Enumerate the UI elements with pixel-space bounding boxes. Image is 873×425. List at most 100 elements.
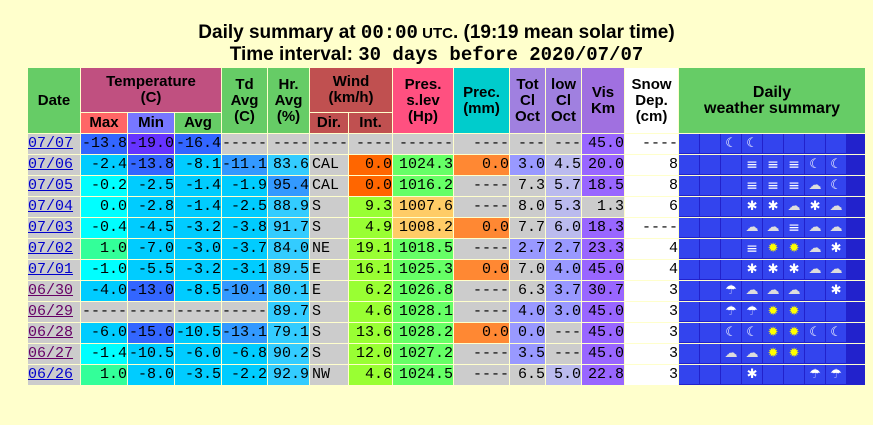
cloud-icon: ☁	[721, 344, 742, 363]
int-cell: 9.3	[349, 197, 393, 217]
header-low-cloud: low Cl Oct	[546, 68, 582, 133]
cloud-icon: ☁	[805, 176, 826, 195]
max-cell: -1.4	[81, 344, 127, 364]
thunder-icon: ☂	[742, 302, 763, 321]
date-link[interactable]: 06/29	[28, 303, 74, 320]
sun-icon: ✹	[784, 323, 805, 342]
date-link[interactable]: 07/01	[28, 261, 74, 278]
date-link[interactable]: 06/28	[28, 324, 74, 341]
td-cell: -----	[222, 302, 268, 322]
date-link[interactable]: 07/07	[28, 135, 74, 152]
date-cell: 06/26	[28, 365, 80, 385]
tot-cell: ---	[510, 134, 546, 154]
td-cell: -----	[222, 134, 268, 154]
empty-slot-icon	[679, 302, 700, 321]
min-cell: -5.5	[128, 260, 174, 280]
snow-cell: 3	[625, 365, 679, 385]
hr-cell: ----	[268, 134, 310, 154]
pres-cell: 1008.2	[393, 218, 454, 238]
moon-icon: ☾	[826, 155, 847, 174]
pres-cell: 1027.2	[393, 344, 454, 364]
pres-cell: 1025.3	[393, 260, 454, 280]
empty-slot-icon	[700, 302, 721, 321]
low-cell: 5.3	[546, 197, 582, 217]
header-visibility: Vis Km	[582, 68, 625, 133]
hr-cell: 95.4	[268, 176, 310, 196]
empty-slot-icon	[805, 344, 826, 363]
cloud-icon: ☁	[805, 239, 826, 258]
prec-cell: ----	[454, 239, 510, 259]
avg-cell: -3.0	[175, 239, 221, 259]
weather-icons-cell: ≡ ≡ ≡ ☾ ☾	[679, 155, 866, 175]
low-cell: ---	[546, 344, 582, 364]
cloud-icon: ☁	[826, 260, 847, 279]
prec-cell: 0.0	[454, 218, 510, 238]
vis-cell: 23.3	[582, 239, 625, 259]
low-cell: ---	[546, 323, 582, 343]
date-link[interactable]: 07/04	[28, 198, 74, 215]
vis-cell: 45.0	[582, 323, 625, 343]
hr-cell: 89.5	[268, 260, 310, 280]
moon-icon: ☾	[805, 323, 826, 342]
empty-slot-icon	[700, 344, 721, 363]
fog-icon: ≡	[784, 176, 805, 195]
header-total-cloud: Tot Cl Oct	[510, 68, 546, 133]
max-cell: -0.2	[81, 176, 127, 196]
empty-slot-icon	[679, 176, 700, 195]
dir-cell: S	[310, 197, 349, 217]
table-row: 06/29 ----- ----- ----- ----- 89.7 S 4.6 1028.1-…	[28, 302, 866, 322]
min-cell: -2.5	[128, 176, 174, 196]
table-body: 07/07 -13.8 -19.0 -16.4 ----- ---- ---- ---- ---…	[28, 134, 866, 385]
pres-cell: 1028.2	[393, 323, 454, 343]
min-cell: -15.0	[128, 323, 174, 343]
title-line-2: Time interval: 30 days before 2020/07/07	[229, 44, 644, 66]
weather-icons-cell: ✱ ✱ ☁ ✱ ☁	[679, 197, 866, 217]
prec-cell: ----	[454, 281, 510, 301]
subheader-row: Max Min Avg Dir. Int.	[28, 113, 865, 133]
date-link[interactable]: 07/03	[28, 219, 74, 236]
weather-icons-cell: ☁ ☁ ≡ ☁ ☁	[679, 218, 866, 238]
int-cell: 12.0	[349, 344, 393, 364]
date-cell: 06/29	[28, 302, 80, 322]
tot-cell: 7.0	[510, 260, 546, 280]
empty-slot-icon	[700, 323, 721, 342]
min-cell: -13.8	[128, 155, 174, 175]
weather-icons-cell: ≡ ✹ ✹ ☁ ✱	[679, 239, 866, 259]
pres-cell: 1016.2	[393, 176, 454, 196]
date-link[interactable]: 06/27	[28, 345, 74, 362]
td-cell: -10.1	[222, 281, 268, 301]
tot-cell: 3.0	[510, 155, 546, 175]
moon-icon: ☾	[826, 323, 847, 342]
snow-cell: 4	[625, 239, 679, 259]
table-row: 07/01 -1.0 -5.5 -3.2 -3.1 89.5 E 16.1 1025.3 0.0 7…	[28, 260, 866, 280]
hr-cell: 79.1	[268, 323, 310, 343]
snow-cell: ----	[625, 218, 679, 238]
date-link[interactable]: 07/02	[28, 240, 74, 257]
sun-icon: ✹	[784, 302, 805, 321]
avg-cell: -1.4	[175, 197, 221, 217]
empty-slot-icon	[784, 365, 805, 384]
subheader-dir: Dir.	[310, 113, 349, 133]
weather-icons-cell: ☾ ☾ ✹ ✹ ☾ ☾	[679, 323, 866, 343]
empty-slot-icon	[700, 239, 721, 258]
date-link[interactable]: 06/30	[28, 282, 74, 299]
empty-slot-icon	[805, 281, 826, 300]
fog-icon: ≡	[763, 176, 784, 195]
table-row: 07/03 -0.4 -4.5 -3.2 -3.8 91.7 S 4.9 1008.2 0.0 7.…	[28, 218, 866, 238]
date-link[interactable]: 06/26	[28, 366, 74, 383]
empty-slot-icon	[679, 344, 700, 363]
snow-icon: ✱	[742, 365, 763, 384]
date-link[interactable]: 07/06	[28, 156, 74, 173]
avg-cell: -8.1	[175, 155, 221, 175]
low-cell: 5.7	[546, 176, 582, 196]
header-hr: Hr. Avg (%)	[268, 68, 310, 133]
empty-slot-icon	[679, 323, 700, 342]
snow-cell: 3	[625, 302, 679, 322]
date-cell: 07/04	[28, 197, 80, 217]
empty-slot-icon	[700, 365, 721, 384]
subheader-max: Max	[81, 113, 127, 133]
table-row: 07/07 -13.8 -19.0 -16.4 ----- ---- ---- ---- ---…	[28, 134, 866, 154]
title-line-1: Daily summary at 00:00 UTC. (19:19 mean …	[198, 22, 675, 44]
empty-slot-icon	[679, 281, 700, 300]
date-link[interactable]: 07/05	[28, 177, 74, 194]
